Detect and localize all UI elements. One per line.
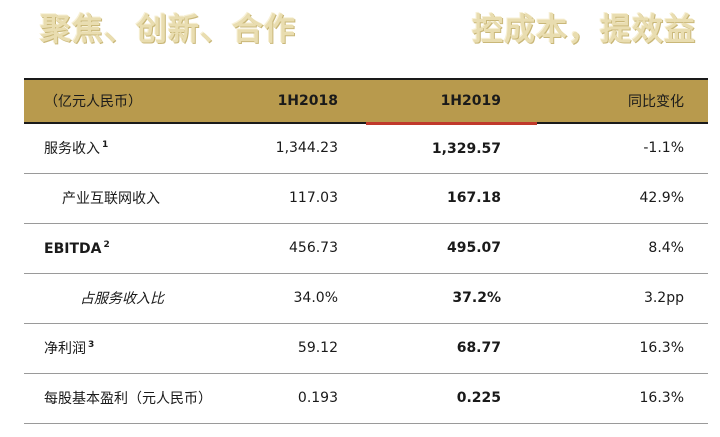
value-1h2019: 495.07: [366, 223, 537, 274]
value-change: -1.1%: [537, 123, 708, 174]
header-1h2019: 1H2019: [366, 78, 537, 125]
value-change: 8.4%: [537, 223, 708, 274]
row-label: 每股基本盈利（元人民币）: [24, 373, 212, 424]
value-1h2018: 0.193: [195, 373, 366, 424]
header-yoy-change: 同比变化: [537, 78, 708, 124]
value-1h2018: 117.03: [195, 173, 366, 224]
value-1h2018: 59.12: [195, 323, 366, 374]
footnote-marker: 1: [102, 140, 109, 151]
value-1h2018: 1,344.23: [195, 123, 366, 174]
table-row: 产业互联网收入 117.03 167.18 42.9%: [24, 173, 708, 224]
table-row: 每股基本盈利（元人民币） 0.193 0.225 16.3%: [24, 373, 708, 424]
header-1h2018: 1H2018: [195, 78, 366, 124]
value-1h2019: 0.225: [366, 373, 537, 424]
value-1h2018: 456.73: [195, 223, 366, 274]
table-header-row: （亿元人民币） 1H2018 1H2019 同比变化: [24, 78, 708, 125]
row-label: EBITDA 2: [24, 223, 195, 274]
slogan-left: 聚焦、创新、合作: [40, 12, 296, 48]
table-row: 净利润 3 59.12 68.77 16.3%: [24, 323, 708, 374]
footnote-marker: 3: [88, 340, 95, 350]
value-1h2018: 34.0%: [195, 273, 366, 324]
header-unit: （亿元人民币）: [24, 78, 195, 124]
table-row: 占服务收入比 34.0% 37.2% 3.2pp: [24, 273, 708, 324]
slogan-right: 控成本，提效益: [472, 12, 696, 48]
value-change: 16.3%: [537, 373, 708, 424]
value-change: 42.9%: [537, 173, 708, 224]
footnote-marker: 2: [103, 239, 110, 250]
financial-table: （亿元人民币） 1H2018 1H2019 同比变化 服务收入 1 1,344.2…: [24, 78, 708, 424]
value-change: 3.2pp: [537, 273, 708, 324]
row-label: 净利润 3: [24, 323, 195, 374]
value-1h2019: 1,329.57: [366, 123, 537, 174]
row-label: 服务收入 1: [24, 123, 195, 174]
row-label: 产业互联网收入: [24, 173, 195, 224]
value-1h2019: 68.77: [366, 323, 537, 374]
table-row: 服务收入 1 1,344.23 1,329.57 -1.1%: [24, 123, 708, 174]
value-1h2019: 167.18: [366, 173, 537, 224]
value-1h2019: 37.2%: [366, 273, 537, 324]
table-row: EBITDA 2 456.73 495.07 8.4%: [24, 223, 708, 274]
value-change: 16.3%: [537, 323, 708, 374]
row-label: 占服务收入比: [24, 273, 195, 324]
